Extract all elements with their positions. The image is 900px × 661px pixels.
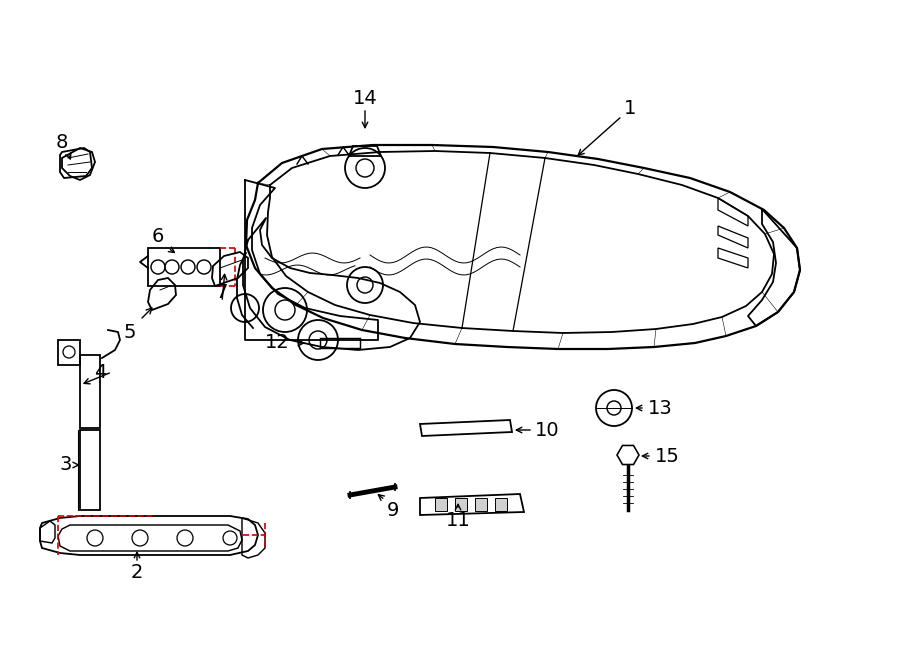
- Text: 13: 13: [648, 399, 673, 418]
- Text: 7: 7: [216, 282, 229, 301]
- Text: 1: 1: [624, 98, 636, 118]
- Text: 10: 10: [535, 420, 560, 440]
- Text: 2: 2: [130, 563, 143, 582]
- Text: 14: 14: [353, 89, 377, 108]
- Text: 15: 15: [655, 446, 680, 465]
- Polygon shape: [495, 498, 507, 511]
- Text: 3: 3: [59, 455, 72, 475]
- Polygon shape: [475, 498, 487, 511]
- Text: 12: 12: [266, 334, 290, 352]
- Text: 9: 9: [387, 500, 400, 520]
- Polygon shape: [455, 498, 467, 511]
- Text: 8: 8: [56, 134, 68, 153]
- Text: 11: 11: [446, 510, 471, 529]
- Text: 5: 5: [124, 323, 136, 342]
- Text: 4: 4: [94, 362, 106, 381]
- Polygon shape: [435, 498, 447, 511]
- Text: 6: 6: [152, 227, 164, 247]
